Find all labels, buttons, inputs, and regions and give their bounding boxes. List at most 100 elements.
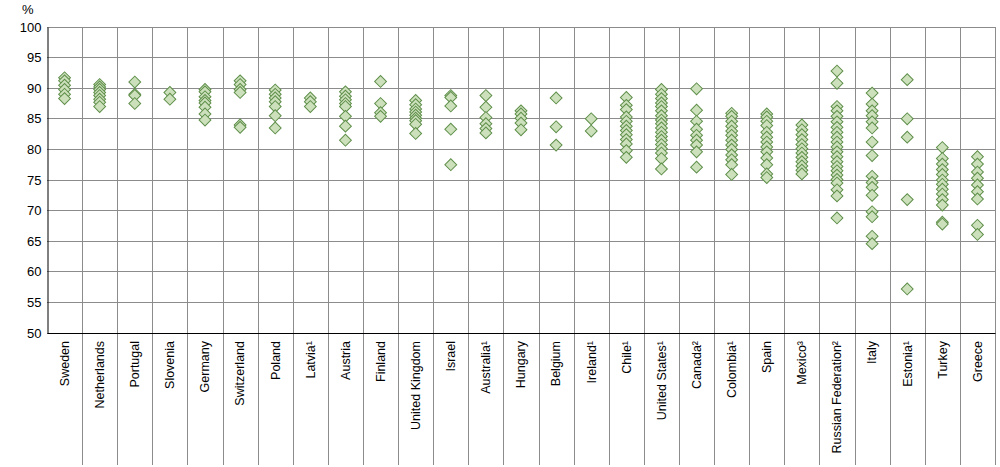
x-tick-label: Estonia¹ (901, 341, 915, 387)
x-tick: Portugal (128, 333, 142, 388)
data-point (761, 172, 773, 184)
x-tick: United Kingdom (409, 333, 423, 430)
data-point (515, 124, 527, 136)
y-tick-label: 55 (27, 295, 41, 310)
data-point (936, 199, 948, 211)
y-tick: 60 (27, 264, 47, 279)
x-tick-label: Netherlands (93, 341, 107, 408)
data-point (585, 113, 597, 125)
x-tick-label: Germany (198, 340, 212, 392)
y-tick-label: 85 (27, 111, 41, 126)
y-axis-line (48, 28, 49, 334)
data-point (164, 93, 176, 105)
data-point (796, 168, 808, 180)
data-point (585, 125, 597, 137)
marks (59, 65, 984, 295)
x-tick: Austria (339, 333, 353, 380)
x-axis-line (48, 333, 996, 334)
column-separator (784, 27, 785, 465)
grid-line (47, 149, 995, 150)
data-point (866, 238, 878, 250)
column-separator (258, 27, 259, 465)
y-tick-label: 90 (27, 81, 41, 96)
x-tick-label: Israel (444, 341, 458, 372)
x-tick-label: Spain (760, 341, 774, 373)
column-separator (644, 27, 645, 465)
column-separator (539, 27, 540, 465)
x-tick-label: Finland (374, 341, 388, 382)
x-tick: Israel (444, 333, 458, 372)
column-separator (819, 27, 820, 465)
x-tick: Germany (198, 333, 212, 392)
grid-line (47, 302, 995, 303)
data-point (972, 193, 984, 205)
x-tick: Mexico³ (795, 333, 809, 385)
y-tick-label: 75 (27, 173, 41, 188)
column-separator (117, 27, 118, 465)
y-tick: 50 (27, 326, 47, 341)
data-point (234, 121, 246, 133)
column-separator (890, 27, 891, 465)
data-point (410, 128, 422, 140)
data-point (375, 110, 387, 122)
data-point (831, 212, 843, 224)
y-tick-label: 95 (27, 50, 41, 65)
x-tick: Poland (269, 333, 283, 380)
column-separator (398, 27, 399, 465)
x-tick-label: Colombia¹ (725, 341, 739, 398)
data-point (445, 100, 457, 112)
y-tick: 55 (27, 295, 47, 310)
data-point (340, 134, 352, 146)
data-point (936, 218, 948, 230)
data-point (866, 136, 878, 148)
data-point (94, 101, 106, 113)
x-tick: Chile¹ (620, 333, 634, 374)
data-point (936, 142, 948, 154)
data-point (691, 146, 703, 158)
grid-line (47, 180, 995, 181)
x-tick-label: Latvia¹ (304, 341, 318, 379)
y-tick: 65 (27, 234, 47, 249)
x-tick-label: Italy (865, 340, 879, 364)
grid-line (47, 241, 995, 242)
y-tick: 95 (27, 50, 47, 65)
y-tick: 80 (27, 142, 47, 157)
data-point (866, 211, 878, 223)
y-tick: 85 (27, 111, 47, 126)
x-tick-label: Belgium (549, 341, 563, 386)
y-tick: 70 (27, 203, 47, 218)
column-separators (83, 27, 996, 465)
data-point (269, 122, 281, 134)
x-tick: Belgium (549, 333, 563, 386)
data-point (866, 87, 878, 99)
data-point (550, 139, 562, 151)
data-point (129, 98, 141, 110)
x-tick-label: Australia¹ (479, 341, 493, 394)
x-tick-label: Ireland¹ (585, 341, 599, 383)
x-tick-label: Switzerland (233, 341, 247, 406)
x-tick-label: Sweden (58, 341, 72, 386)
x-tick-label: Canada² (690, 341, 704, 389)
grid (47, 27, 995, 333)
y-tick-label: 65 (27, 234, 41, 249)
grid-line (47, 333, 995, 334)
x-tick: Switzerland (233, 333, 247, 406)
data-point (480, 90, 492, 102)
column-separator (433, 27, 434, 465)
grid-line (47, 88, 995, 89)
grid-line (47, 210, 995, 211)
data-point (445, 123, 457, 135)
data-point (656, 163, 668, 175)
data-point (726, 169, 738, 181)
column-separator (82, 27, 83, 465)
x-tick: Spain (760, 333, 774, 373)
column-separator (714, 27, 715, 465)
y-tick-label: 80 (27, 142, 41, 157)
data-point (129, 76, 141, 88)
column-separator (679, 27, 680, 465)
x-tick: Australia¹ (479, 333, 493, 394)
x-tick: Turkey (936, 333, 950, 379)
grid-line (47, 57, 995, 58)
x-tick: Ireland¹ (585, 333, 599, 383)
x-tick-label: Turkey (936, 340, 950, 378)
